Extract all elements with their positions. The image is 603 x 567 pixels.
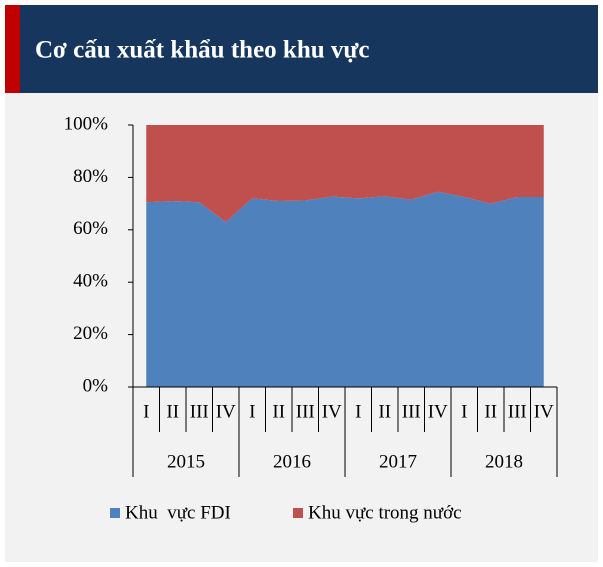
x-tick-label: II <box>484 401 497 422</box>
x-tick-label: III <box>296 401 315 422</box>
y-tick-label: 60% <box>73 218 108 239</box>
x-group-label: 2015 <box>167 451 205 472</box>
legend-swatch <box>293 508 303 518</box>
x-group-label: 2016 <box>273 451 311 472</box>
x-group-label: 2018 <box>485 451 523 472</box>
x-tick-label: II <box>166 401 179 422</box>
x-tick-label: III <box>190 401 209 422</box>
x-tick-label: IV <box>534 401 554 422</box>
x-tick-label: I <box>143 401 149 422</box>
x-tick-label: IV <box>322 401 342 422</box>
legend-swatch <box>110 508 120 518</box>
x-tick-label: II <box>272 401 285 422</box>
x-tick-label: I <box>355 401 361 422</box>
x-tick-label: IV <box>428 401 448 422</box>
y-tick-label: 100% <box>64 113 109 134</box>
y-tick-label: 0% <box>83 375 109 396</box>
area <box>146 191 544 387</box>
x-tick-label: I <box>249 401 255 422</box>
y-tick-label: 20% <box>73 323 108 344</box>
x-tick-label: III <box>402 401 421 422</box>
x-tick-label: I <box>461 401 467 422</box>
y-tick-label: 80% <box>73 166 108 187</box>
x-tick-label: III <box>508 401 527 422</box>
x-tick-label: IV <box>216 401 236 422</box>
header-accent <box>5 5 20 93</box>
y-tick-label: 40% <box>73 271 108 292</box>
chart-title: Cơ cấu xuất khẩu theo khu vực <box>35 37 369 64</box>
x-tick-label: II <box>378 401 391 422</box>
legend-label: Khu vực trong nước <box>308 502 462 523</box>
x-group-label: 2017 <box>379 451 417 472</box>
legend-label: Khu vực FDI <box>125 502 231 523</box>
header <box>5 5 598 93</box>
area <box>146 125 544 222</box>
